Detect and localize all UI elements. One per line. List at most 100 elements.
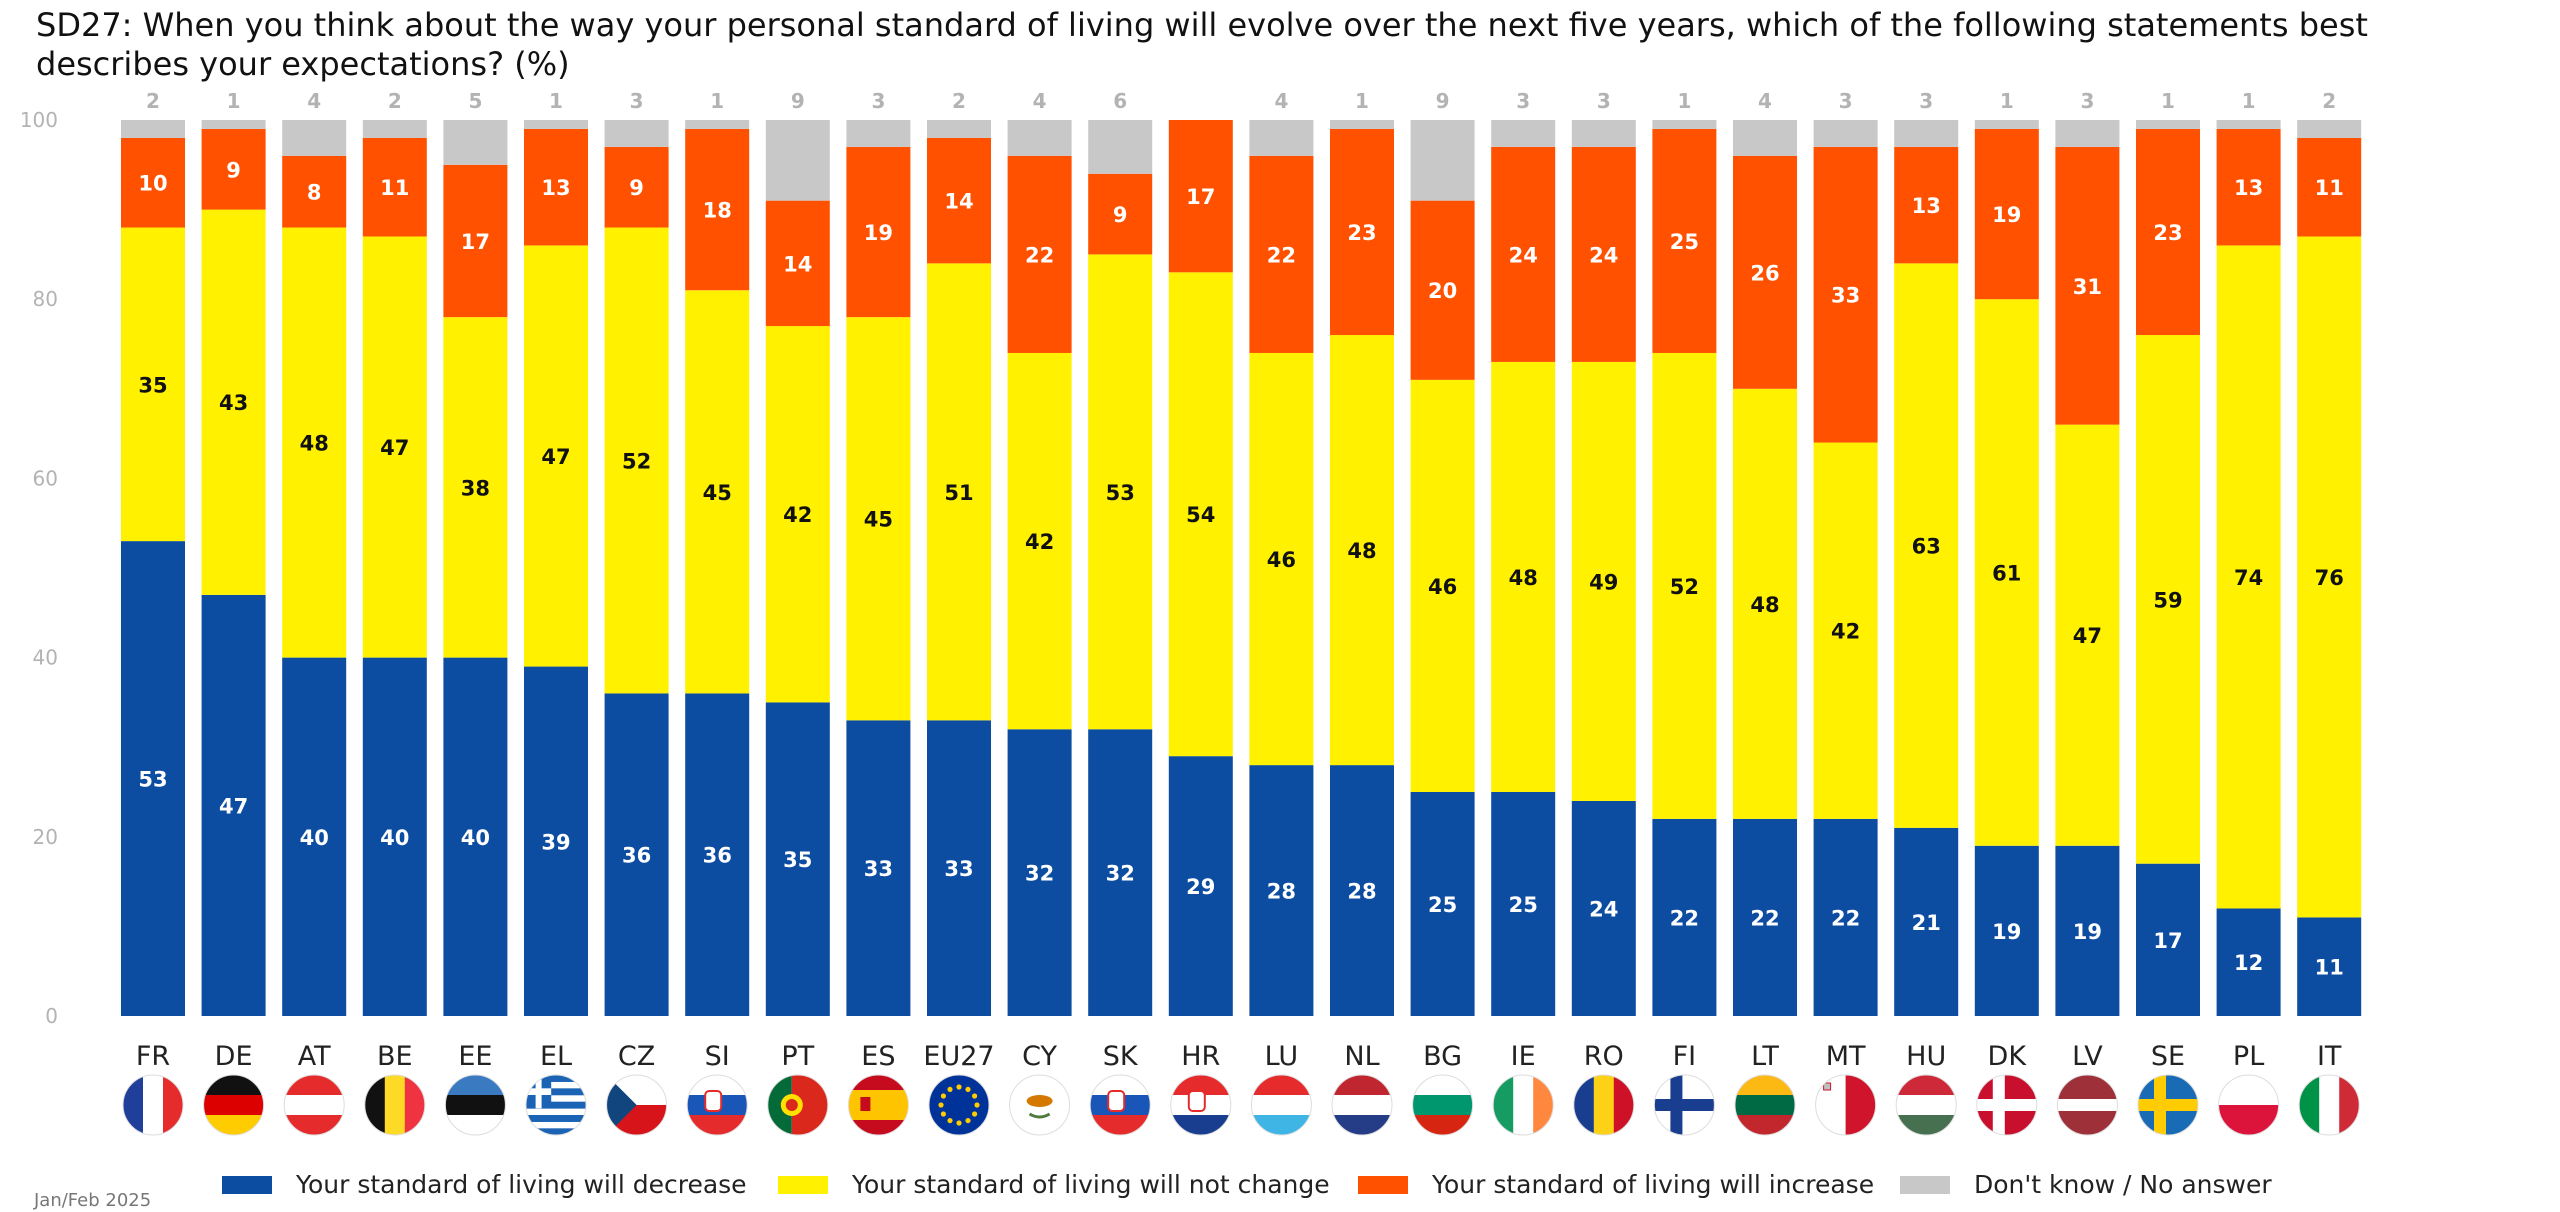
bar-segment [2297,236,2362,918]
flag-pt-icon [767,1074,829,1136]
bar-segment [282,120,347,156]
data-label: 13 [541,176,570,200]
bar-segment [1007,120,1072,156]
data-label: 48 [1509,566,1538,590]
data-label: 9 [629,176,644,200]
dont-know-label: 1 [1355,89,1369,113]
category-label: ES [861,1041,895,1072]
data-label: 9 [1113,203,1128,227]
bar-segment [1733,120,1797,156]
bar-segment [1894,263,1959,828]
flag-at-icon [283,1074,345,1136]
bar-segment [2136,335,2200,864]
dont-know-label: 3 [2080,89,2094,113]
bar-segment [362,236,427,658]
dont-know-label: 4 [307,89,321,113]
legend-swatch [1358,1176,1408,1194]
bar-group-dk: 19 61 19 1 [1974,89,2039,1016]
bar-segment [1249,120,1314,156]
bar-segment [604,693,669,1016]
bar-segment [121,541,185,1016]
data-label: 22 [1750,906,1779,930]
data-label: 42 [783,503,812,527]
data-label: 32 [1106,862,1135,886]
bar-segment [2297,917,2362,1016]
bar-segment [685,693,750,1016]
category-label: FR [136,1041,170,1072]
bar-segment [1894,146,1959,264]
bar-segment [1330,335,1394,766]
data-label: 14 [944,190,973,214]
bar-segment [685,120,750,129]
bar-segment [2297,120,2362,138]
bar-segment [846,720,911,1016]
data-label: 47 [380,436,409,460]
data-label: 33 [944,857,973,881]
bar-group-bg: 25 46 20 9 [1410,89,1475,1016]
data-label: 39 [541,830,570,854]
bar-segment [1974,845,2039,1016]
flag-el-icon [525,1074,587,1136]
bar-segment [846,146,911,318]
legend-swatch [778,1176,828,1194]
data-label: 8 [307,181,322,205]
bar-segment [1571,120,1636,147]
data-label: 24 [1589,897,1618,921]
category-label: SE [2151,1041,2185,1072]
category-label: NL [1344,1041,1379,1072]
flag-sk-icon [1089,1074,1151,1136]
dont-know-label: 3 [630,89,644,113]
category-label: FI [1673,1041,1697,1072]
data-label: 53 [1106,481,1135,505]
bar-segment [1410,120,1475,201]
bar-group-lt: 22 48 26 4 [1733,89,1797,1016]
data-label: 11 [2315,176,2344,200]
y-axis: 0 20 40 60 80 100 [20,108,58,1028]
bar-segment [1813,146,1878,443]
bar-segment [1088,254,1153,730]
dont-know-label: 3 [1516,89,1530,113]
y-tick-label: 100 [20,108,58,132]
data-label: 36 [703,844,732,868]
dont-know-label: 1 [1677,89,1691,113]
bar-segment [524,245,588,667]
bar-segment [927,720,991,1016]
bar-segment [1652,120,1717,129]
data-label: 22 [1670,906,1699,930]
flag-si-icon [686,1074,748,1136]
bar-segment [1249,352,1314,766]
data-label: 22 [1025,243,1054,267]
bar-segment [362,657,427,1016]
dont-know-label: 1 [227,89,241,113]
bar-segment [1491,146,1556,362]
bar-segment [1007,155,1072,353]
category-label: IE [1511,1041,1536,1072]
flag-dk-icon [1976,1074,2038,1136]
category-label: PL [2233,1041,2264,1072]
data-label: 17 [1186,185,1215,209]
flag-hu-icon [1895,1074,1957,1136]
bar-segment [2216,128,2281,246]
bar-segment [524,666,588,1016]
data-label: 47 [541,445,570,469]
bars: 5335102474391404884404711240381753947131… [121,89,2362,1016]
y-tick-label: 20 [33,825,58,849]
data-label: 19 [1992,920,2021,944]
category-label: DK [1988,1041,2028,1072]
legend: Your standard of living will decrease You… [222,1170,2272,1199]
data-label: 59 [2153,588,2182,612]
legend-label: Don't know / No answer [1974,1170,2272,1199]
flag-lt-icon [1734,1074,1796,1136]
bar-segment [1571,361,1636,801]
legend-item: Your standard of living will increase [1358,1170,1874,1199]
bar-segment [1733,818,1797,1016]
data-label: 45 [703,481,732,505]
dont-know-label: 1 [2161,89,2175,113]
data-label: 47 [2073,624,2102,648]
legend-swatch [1900,1176,1950,1194]
data-label: 49 [1589,570,1618,594]
bar-group-es: 33 45 19 3 [846,89,911,1016]
bar-group-nl: 28 48 23 1 [1330,89,1394,1016]
chart-title: SD27: When you think about the way your … [36,6,2368,83]
category-label: CY [1022,1041,1057,1072]
